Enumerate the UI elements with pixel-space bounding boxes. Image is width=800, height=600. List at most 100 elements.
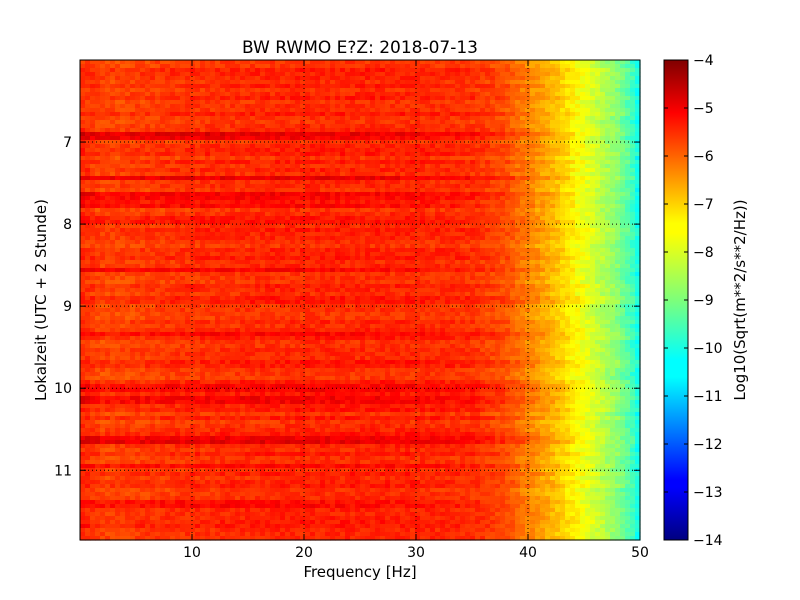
heatmap-cell	[525, 140, 531, 145]
heatmap-cell	[345, 164, 351, 169]
heatmap-cell	[170, 100, 176, 105]
heatmap-cell	[135, 84, 141, 89]
heatmap-cell	[245, 208, 251, 213]
heatmap-cell	[210, 112, 216, 117]
heatmap-cell	[100, 148, 106, 153]
heatmap-cell	[235, 180, 241, 185]
heatmap-cell	[95, 212, 101, 217]
heatmap-cell	[635, 216, 641, 221]
heatmap-cell	[95, 172, 101, 177]
heatmap-cell	[400, 136, 406, 141]
heatmap-cell	[535, 124, 541, 129]
heatmap-cell	[270, 96, 276, 101]
heatmap-cell	[105, 112, 111, 117]
heatmap-cell	[620, 172, 626, 177]
heatmap-cell	[365, 108, 371, 113]
heatmap-cell	[205, 80, 211, 85]
heatmap-cell	[530, 144, 536, 149]
heatmap-cell	[630, 220, 636, 225]
heatmap-cell	[310, 236, 316, 241]
heatmap-cell	[440, 196, 446, 201]
heatmap-cell	[100, 120, 106, 125]
heatmap-cell	[260, 204, 266, 209]
heatmap-cell	[205, 212, 211, 217]
heatmap-cell	[415, 208, 421, 213]
heatmap-cell	[370, 204, 376, 209]
heatmap-cell	[430, 120, 436, 125]
heatmap-cell	[200, 132, 206, 137]
heatmap-cell	[450, 188, 456, 193]
heatmap-cell	[150, 104, 156, 109]
heatmap-cell	[515, 160, 521, 165]
heatmap-cell	[635, 124, 641, 129]
heatmap-cell	[450, 224, 456, 229]
heatmap-cell	[510, 184, 516, 189]
heatmap-cell	[610, 76, 616, 81]
heatmap-cell	[260, 232, 266, 237]
heatmap-cell	[115, 192, 121, 197]
heatmap-cell	[250, 120, 256, 125]
heatmap-cell	[370, 156, 376, 161]
heatmap-cell	[450, 168, 456, 173]
heatmap-cell	[320, 88, 326, 93]
heatmap-cell	[490, 196, 496, 201]
heatmap-cell	[545, 152, 551, 157]
heatmap-cell	[415, 96, 421, 101]
heatmap-cell	[105, 108, 111, 113]
heatmap-cell	[120, 156, 126, 161]
heatmap-cell	[440, 104, 446, 109]
heatmap-cell	[450, 212, 456, 217]
heatmap-cell	[390, 228, 396, 233]
heatmap-cell	[285, 88, 291, 93]
heatmap-cell	[440, 156, 446, 161]
heatmap-cell	[200, 92, 206, 97]
heatmap-cell	[425, 128, 431, 133]
heatmap-cell	[415, 80, 421, 85]
heatmap-cell	[240, 188, 246, 193]
heatmap-cell	[345, 200, 351, 205]
heatmap-cell	[560, 132, 566, 137]
heatmap-cell	[300, 112, 306, 117]
heatmap-cell	[240, 172, 246, 177]
heatmap-cell	[345, 148, 351, 153]
heatmap-cell	[390, 92, 396, 97]
heatmap-cell	[430, 180, 436, 185]
heatmap-cell	[115, 208, 121, 213]
heatmap-cell	[395, 132, 401, 137]
heatmap-cell	[405, 156, 411, 161]
heatmap-cell	[465, 128, 471, 133]
heatmap-cell	[195, 100, 201, 105]
heatmap-cell	[215, 104, 221, 109]
heatmap-cell	[565, 104, 571, 109]
heatmap-cell	[155, 68, 161, 73]
heatmap-cell	[115, 184, 121, 189]
heatmap-cell	[315, 200, 321, 205]
heatmap-cell	[100, 144, 106, 149]
heatmap-cell	[410, 128, 416, 133]
heatmap-cell	[155, 132, 161, 137]
heatmap-cell	[220, 68, 226, 73]
heatmap-cell	[400, 84, 406, 89]
heatmap-cell	[420, 232, 426, 237]
heatmap-cell	[510, 196, 516, 201]
heatmap-cell	[390, 76, 396, 81]
heatmap-cell	[575, 228, 581, 233]
heatmap-cell	[625, 196, 631, 201]
heatmap-cell	[135, 232, 141, 237]
heatmap-cell	[200, 220, 206, 225]
heatmap-cell	[340, 168, 346, 173]
heatmap-cell	[580, 168, 586, 173]
heatmap-cell	[560, 232, 566, 237]
heatmap-cell	[540, 112, 546, 117]
heatmap-cell	[85, 192, 91, 197]
heatmap-cell	[525, 72, 531, 77]
heatmap-cell	[425, 136, 431, 141]
heatmap-cell	[185, 92, 191, 97]
heatmap-cell	[525, 148, 531, 153]
heatmap-cell	[80, 232, 86, 237]
heatmap-cell	[625, 116, 631, 121]
heatmap-cell	[190, 172, 196, 177]
heatmap-cell	[290, 152, 296, 157]
heatmap-cell	[415, 76, 421, 81]
heatmap-cell	[165, 176, 171, 181]
